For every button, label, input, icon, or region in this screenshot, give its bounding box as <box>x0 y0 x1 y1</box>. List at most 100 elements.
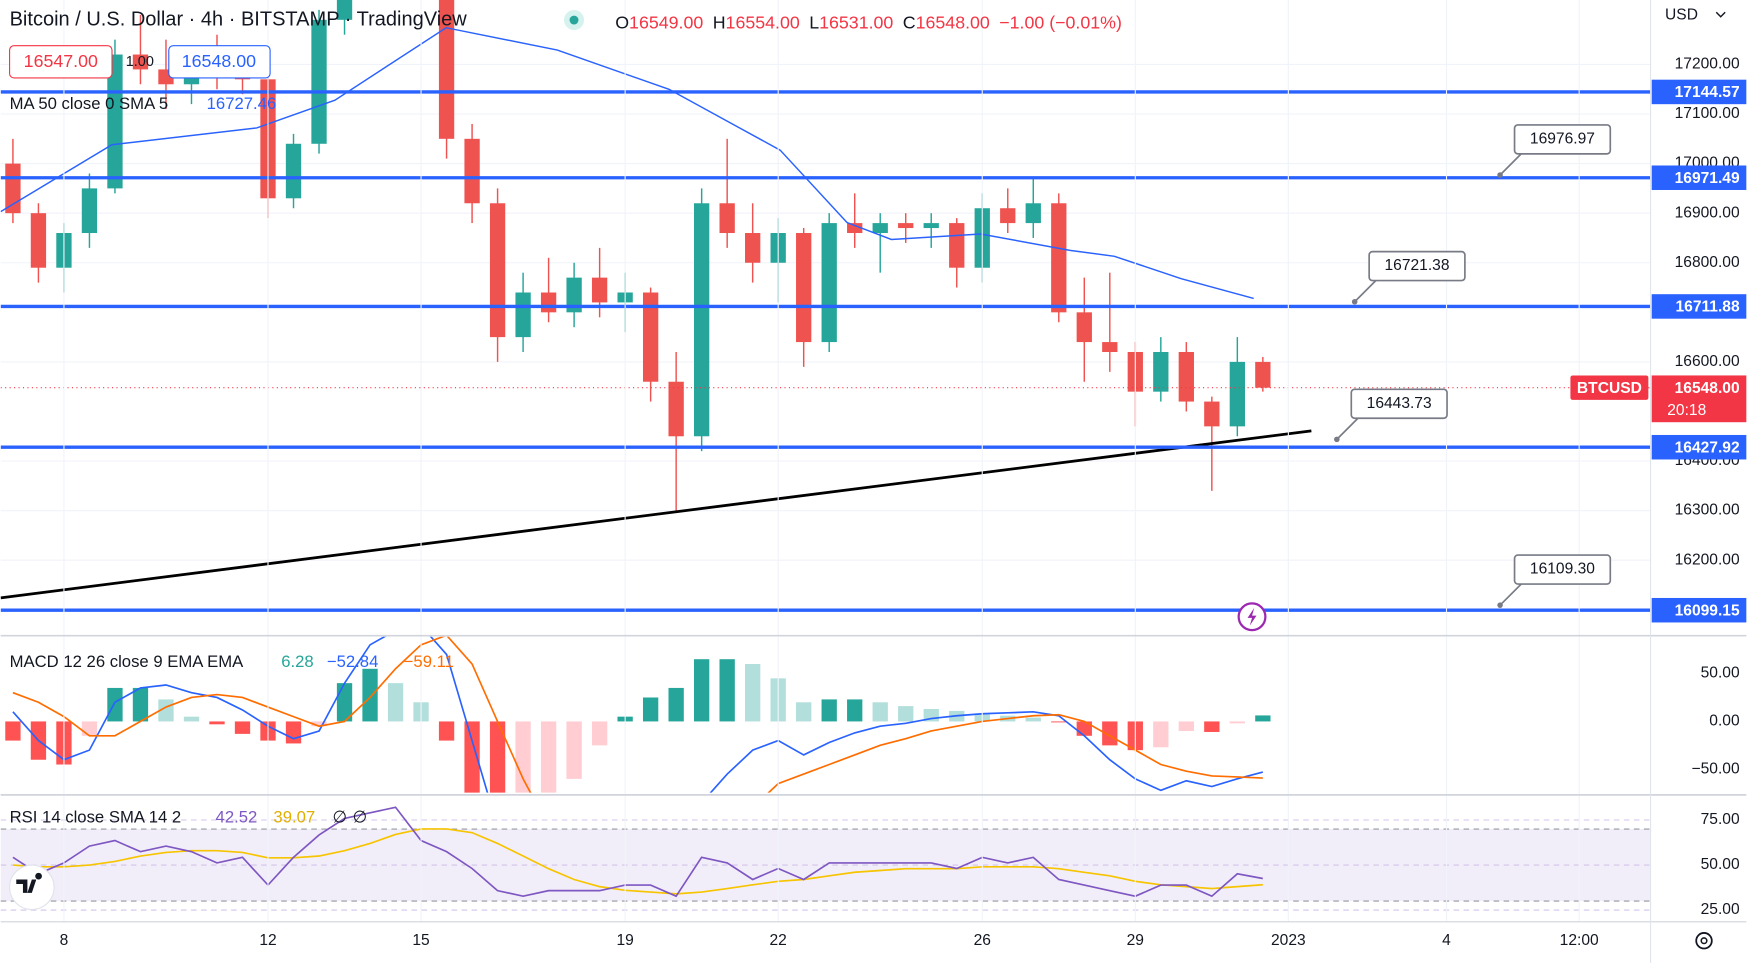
macd-hist-bar <box>1102 721 1118 746</box>
candle-body <box>694 203 710 437</box>
level-axis-label: 16099.15 <box>1675 602 1740 619</box>
macd-hist-bar <box>464 721 480 793</box>
macd-hist-bar <box>745 663 761 722</box>
macd-hist-bar <box>540 721 557 793</box>
macd-hist-bar <box>438 721 455 741</box>
buy-button[interactable] <box>168 45 271 79</box>
rsi-tick-label: 25.00 <box>1701 901 1740 918</box>
candle-body <box>591 277 608 303</box>
candle-body <box>1000 208 1016 224</box>
candle-body <box>949 223 965 268</box>
candle-body <box>821 223 837 343</box>
ohlc-value: 16531.00 <box>819 12 893 32</box>
last-price-tag <box>1651 375 1747 423</box>
callout-anchor <box>1334 436 1340 443</box>
macd-tick-label: 50.00 <box>1701 665 1740 682</box>
macd-hist-bar <box>642 697 659 722</box>
candle-body <box>1051 203 1067 313</box>
sell-button[interactable] <box>9 45 113 79</box>
rsi-legend: RSI 14 close SMA 14 2 <box>10 808 182 827</box>
macd-hist-bar <box>489 721 506 793</box>
ma-line <box>0 26 1254 300</box>
level-axis-label: 16427.92 <box>1675 439 1740 456</box>
macd-hist-bar <box>1153 721 1169 748</box>
macd-hist-bar <box>1178 721 1194 732</box>
macd-hist-bar <box>5 721 21 741</box>
x-tick-label: 26 <box>974 932 991 949</box>
ohlc-legend: O16549.00 H16554.00 L16531.00 C16548.00 … <box>615 12 1122 32</box>
macd-hist-bar <box>311 721 327 727</box>
y-tick-label: 16300.00 <box>1675 502 1740 519</box>
candle-body <box>540 292 557 313</box>
macd-hist-bar <box>847 699 863 722</box>
macd-hist-bar <box>1229 721 1245 724</box>
candle-body <box>1178 351 1194 402</box>
axes: 8 12 15 19 22 26 29 2023 4 12:00 17200.00 17100.00 1… <box>60 0 1747 949</box>
macd-hist-bar <box>694 659 710 722</box>
candle-body <box>872 223 888 234</box>
macd-legend-value: −52.84 <box>327 652 379 671</box>
trend-line <box>0 429 1312 600</box>
macd-hist-bar <box>336 683 353 722</box>
currency[interactable]: USD <box>1665 7 1698 24</box>
macd-hist-bar <box>234 721 251 734</box>
callout-anchor <box>1351 298 1358 305</box>
candle-body <box>642 292 659 382</box>
level-axis-label: 17144.57 <box>1675 84 1740 101</box>
bid-price[interactable]: 16547.00 <box>24 51 98 71</box>
macd-hist-bar <box>796 702 812 722</box>
macd-hist-bar <box>898 706 914 722</box>
callout-label: 16721.38 <box>1385 257 1450 274</box>
macd-hist-bar <box>183 716 200 722</box>
candle-body <box>107 54 123 189</box>
currency-caret <box>1715 11 1726 18</box>
spread: 1.00 <box>126 54 154 70</box>
macd-hist-bar <box>362 668 378 722</box>
settings-icon[interactable] <box>1695 932 1713 950</box>
macd-hist-bar <box>387 683 404 722</box>
rsi-pane <box>0 806 1651 911</box>
callout-label: 16109.30 <box>1530 561 1595 578</box>
candle-body <box>515 292 531 338</box>
candle-body <box>898 223 914 229</box>
y-tick-label: 16800.00 <box>1675 254 1740 271</box>
macd-hist-bar <box>1051 721 1067 723</box>
candle-body <box>1204 401 1220 427</box>
rsi-legend-value: ∅ <box>332 808 347 827</box>
candle-body <box>1025 203 1041 224</box>
last-price-label: 16548.00 <box>1675 380 1740 397</box>
y-tick-label: 16600.00 <box>1675 353 1740 370</box>
macd-hist-bar <box>107 687 123 722</box>
callout-box <box>1368 250 1466 282</box>
macd-hist-bar <box>591 721 608 746</box>
macd-hist-bar <box>1025 717 1041 722</box>
candle-body <box>1153 351 1169 392</box>
candle-body <box>464 138 480 204</box>
x-tick-label: 19 <box>616 932 633 949</box>
macd-hist-bar <box>132 687 149 722</box>
ohlc-key: L <box>809 12 819 32</box>
macd-hist-bar <box>1255 715 1271 722</box>
level-axis-tag <box>1651 165 1747 190</box>
rsi-tick-label: 50.00 <box>1701 856 1740 873</box>
macd-legend-value: 6.28 <box>281 652 313 671</box>
candle-body <box>132 54 149 70</box>
ohlc-change: −1.00 (−0.01%) <box>999 12 1122 32</box>
candle-body <box>566 277 582 313</box>
y-tick-label: 16900.00 <box>1675 204 1740 221</box>
level-axis-tag <box>1651 79 1747 105</box>
candle-body <box>336 0 353 20</box>
ma-legend-value: 16727.46 <box>207 94 277 113</box>
rsi-tick-label: 75.00 <box>1701 811 1740 828</box>
ask-price[interactable]: 16548.00 <box>182 51 256 71</box>
candle-body <box>668 381 684 437</box>
candle-body <box>5 163 21 214</box>
candle-body <box>745 233 761 263</box>
candle-body <box>1102 342 1118 352</box>
ohlc-key: H <box>713 12 726 32</box>
level-axis-tag <box>1651 294 1747 319</box>
candle-body <box>81 188 98 234</box>
symbol-label: BTCUSD <box>1577 380 1642 397</box>
callout-label: 16976.97 <box>1530 131 1595 148</box>
level-axis-label: 16971.49 <box>1675 170 1740 187</box>
